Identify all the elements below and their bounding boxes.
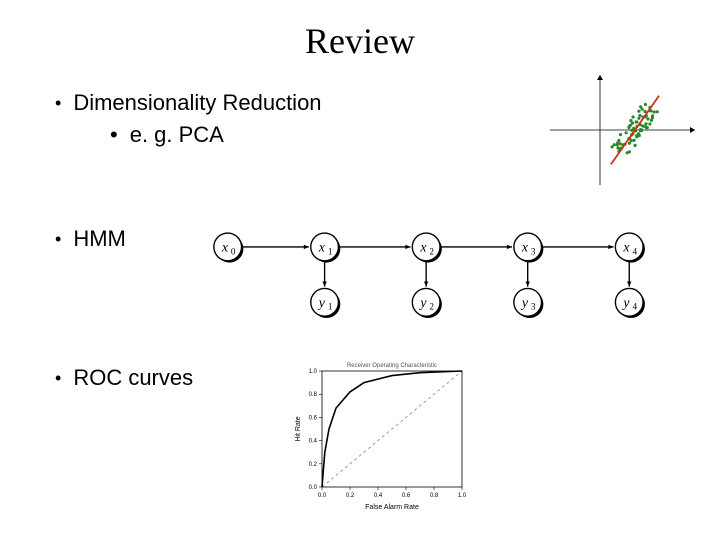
svg-text:y: y [520,295,529,310]
svg-text:x: x [622,240,630,255]
bullet-dot-icon: • [55,90,61,116]
bullet-text: Dimensionality Reduction [73,90,321,116]
svg-text:y: y [621,295,630,310]
svg-text:0.4: 0.4 [309,439,318,445]
svg-text:x: x [221,240,229,255]
svg-text:1.0: 1.0 [458,493,467,499]
svg-text:Hit Rate: Hit Rate [295,416,302,441]
svg-text:4: 4 [632,246,637,256]
bullet-roc: • ROC curves [55,365,193,391]
svg-text:0: 0 [231,246,236,256]
bullet-text: HMM [73,226,126,252]
svg-text:0.6: 0.6 [402,493,411,499]
svg-text:0.8: 0.8 [430,493,439,499]
svg-text:0.4: 0.4 [374,493,383,499]
svg-text:0.0: 0.0 [318,493,327,499]
svg-text:2: 2 [429,302,434,312]
pca-scatter-plot [540,70,700,190]
svg-text:False Alarm Rate: False Alarm Rate [365,504,419,511]
svg-text:0.2: 0.2 [309,462,318,468]
hmm-diagram: x0x1x2x3x4y1y2y3y4 [180,210,700,330]
sub-bullet-pca: • e. g. PCA [110,122,224,148]
bullet-dot-icon: • [55,365,61,391]
slide-title: Review [0,20,720,62]
svg-text:0.0: 0.0 [309,485,318,491]
svg-text:1.0: 1.0 [309,369,318,375]
svg-text:2: 2 [429,246,434,256]
bullet-text: ROC curves [73,365,193,391]
svg-text:x: x [419,240,427,255]
svg-text:3: 3 [531,302,536,312]
svg-text:x: x [521,240,529,255]
svg-text:0.8: 0.8 [309,392,318,398]
svg-text:y: y [317,295,326,310]
svg-text:x: x [318,240,326,255]
svg-text:3: 3 [531,246,536,256]
bullet-hmm: • HMM [55,226,126,252]
svg-text:0.6: 0.6 [309,415,318,421]
bullet-dimensionality: • Dimensionality Reduction [55,90,322,116]
svg-text:1: 1 [328,246,333,256]
bullet-dot-icon: • [55,226,61,252]
svg-text:y: y [418,295,427,310]
bullet-dot-icon: • [110,122,118,148]
svg-text:1: 1 [328,302,333,312]
svg-text:4: 4 [632,302,637,312]
svg-text:Receiver Operating Characteris: Receiver Operating Characteristic [347,363,437,369]
sub-bullet-text: e. g. PCA [130,122,224,148]
svg-text:0.2: 0.2 [346,493,355,499]
roc-curve-plot: Receiver Operating Characteristic 0.0 0.2 0… [290,355,470,515]
